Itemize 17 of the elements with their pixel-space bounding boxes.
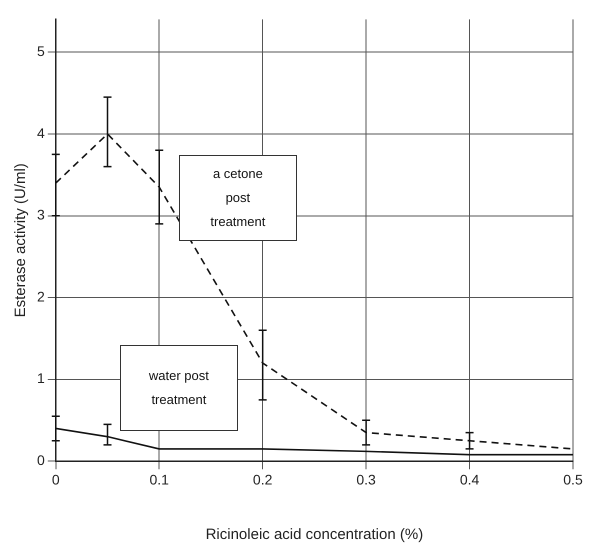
- x-tick-label: 0: [52, 471, 60, 488]
- x-tick-label: 0.3: [356, 471, 376, 488]
- x-tick-label: 0.4: [460, 471, 480, 488]
- text-frame: a cetone post treatment: [178, 155, 297, 242]
- x-axis-title: Ricinoleic acid concentration (%): [206, 526, 424, 544]
- y-axis-title: Esterase activity (U/ml): [12, 163, 30, 318]
- y-tick-label: 0: [36, 452, 45, 468]
- y-tick-label: 2: [36, 288, 45, 304]
- x-tick-label: 0.5: [563, 471, 583, 488]
- x-tick-label: 0.1: [149, 471, 170, 488]
- text-frame: water post treatment: [120, 345, 238, 432]
- y-tick-label: 3: [36, 206, 45, 223]
- y-tick-label: 5: [36, 42, 45, 59]
- series-label: a cetone post treatment: [209, 165, 266, 232]
- y-tick-label: 4: [36, 124, 45, 141]
- x-tick-label: 0.2: [252, 471, 273, 488]
- y-tick-label: 1: [36, 370, 45, 386]
